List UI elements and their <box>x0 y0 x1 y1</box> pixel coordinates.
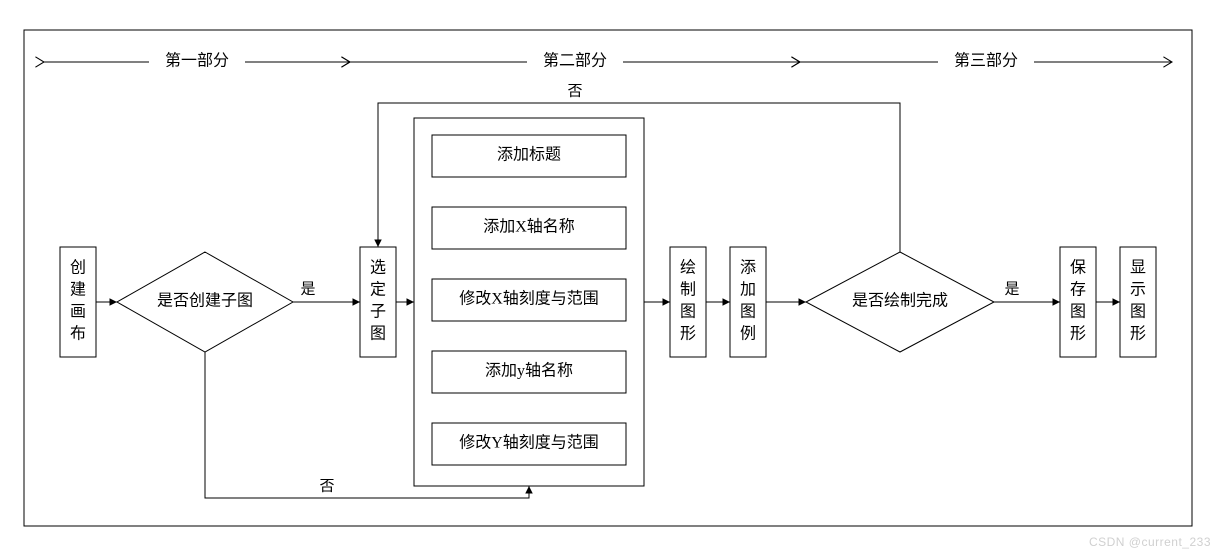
node-decision_subplot: 是否创建子图 <box>117 252 293 352</box>
node-create_canvas-char-1: 建 <box>70 281 86 299</box>
node-draw_shape-char-2: 图 <box>680 304 696 321</box>
node-mod_xticks: 修改X轴刻度与范围 <box>432 279 626 321</box>
node-select_subplot-char-0: 选 <box>370 259 386 277</box>
section-part1-label: 第一部分 <box>165 52 229 70</box>
node-show_fig: 显示图形 <box>1120 247 1156 357</box>
node-select_subplot-char-1: 定 <box>370 281 386 299</box>
node-show_fig-char-3: 形 <box>1130 325 1146 343</box>
edge-e_dec1_no_down-label: 否 <box>319 478 334 494</box>
node-add_legend-char-3: 例 <box>740 325 756 343</box>
node-draw_shape: 绘制图形 <box>670 247 706 357</box>
edge-e_dec2_yes-label: 是 <box>1004 281 1019 297</box>
flowchart-svg: 第一部分第二部分第三部分 是是否否 创建画布是否创建子图选定子图添加标题添加X轴… <box>0 0 1219 553</box>
node-add_legend-char-0: 添 <box>740 259 756 277</box>
node-add_ylabel-label: 添加y轴名称 <box>485 362 573 380</box>
node-mod_yticks: 修改Y轴刻度与范围 <box>432 423 626 465</box>
node-select_subplot: 选定子图 <box>360 247 396 357</box>
node-select_subplot-char-3: 图 <box>370 326 386 343</box>
node-draw_shape-char-1: 制 <box>680 281 696 299</box>
node-mod_xticks-label: 修改X轴刻度与范围 <box>459 290 599 308</box>
node-show_fig-char-1: 示 <box>1130 282 1146 299</box>
edge-e_dec1_yes-label: 是 <box>300 281 315 297</box>
diagram-stage: { "canvas": { "width": 1219, "height": 5… <box>0 0 1219 553</box>
node-add_legend-char-1: 加 <box>740 281 756 299</box>
node-add_title-label: 添加标题 <box>497 146 561 164</box>
node-save_fig: 保存图形 <box>1060 247 1096 357</box>
node-mod_yticks-label: 修改Y轴刻度与范围 <box>459 434 599 452</box>
node-draw_shape-char-3: 形 <box>680 325 696 343</box>
node-draw_shape-char-0: 绘 <box>680 259 696 277</box>
node-add_xlabel: 添加X轴名称 <box>432 207 626 249</box>
section-part3-label: 第三部分 <box>954 52 1018 70</box>
node-add_legend-char-2: 图 <box>740 304 756 321</box>
node-create_canvas: 创建画布 <box>60 247 96 357</box>
node-decision_subplot-label: 是否创建子图 <box>157 292 253 310</box>
node-decision_done-label: 是否绘制完成 <box>852 292 948 310</box>
node-save_fig-char-3: 形 <box>1070 325 1086 343</box>
node-create_canvas-char-2: 画 <box>70 304 86 321</box>
watermark-text: CSDN @current_233 <box>1089 535 1211 549</box>
node-select_subplot-char-2: 子 <box>370 303 386 321</box>
node-save_fig-char-0: 保 <box>1070 259 1086 277</box>
node-show_fig-char-0: 显 <box>1130 260 1146 277</box>
node-create_canvas-char-3: 布 <box>70 325 86 343</box>
node-create_canvas-char-0: 创 <box>70 259 86 277</box>
edge-e_dec2_no_up-label: 否 <box>567 83 582 99</box>
node-save_fig-char-2: 图 <box>1070 304 1086 321</box>
node-save_fig-char-1: 存 <box>1070 281 1086 299</box>
node-add_ylabel: 添加y轴名称 <box>432 351 626 393</box>
node-show_fig-char-2: 图 <box>1130 304 1146 321</box>
section-part2-label: 第二部分 <box>543 52 607 70</box>
node-add_title: 添加标题 <box>432 135 626 177</box>
node-add_xlabel-label: 添加X轴名称 <box>483 218 575 236</box>
node-add_legend: 添加图例 <box>730 247 766 357</box>
node-decision_done: 是否绘制完成 <box>806 252 994 352</box>
